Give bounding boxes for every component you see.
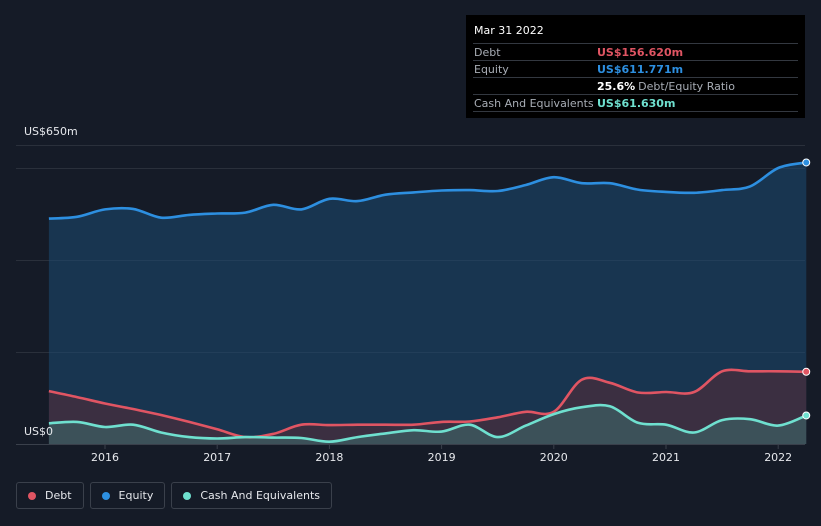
series-lines [48,161,807,444]
series-endpoints [802,158,811,420]
legend-debt-label: Debt [45,489,72,502]
tooltip-debt-row: Debt US$156.620m [473,43,798,60]
legend-item-equity[interactable]: Equity [89,482,166,509]
x-tick-label: 2018 [315,451,343,464]
equity-endpoint [802,158,811,167]
x-tick-label: 2016 [91,451,119,464]
equity-line [48,161,807,220]
legend-cash-label: Cash And Equivalents [200,489,320,502]
legend-item-cash[interactable]: Cash And Equivalents [171,482,332,509]
tooltip-debt-label: Debt [474,45,501,59]
cash-line [48,403,807,444]
tooltip-debt-value: US$156.620m [597,45,684,59]
x-tick-label: 2020 [540,451,568,464]
debt-dot-icon [28,491,36,500]
x-axis-ticks: 2016 2017 2018 2019 2020 2021 2022 [91,444,792,464]
y-axis-top-label: US$650m [24,125,78,138]
debt-line [48,368,807,439]
cash-area [48,405,807,444]
debt-area [48,369,807,444]
cash-dot-icon [183,491,192,500]
tooltip-cash-label: Cash And Equivalents [474,96,594,110]
tooltip-cash-value: US$61.630m [597,96,676,110]
legend-item-debt[interactable]: Debt [16,482,84,509]
equity-area [48,162,807,444]
legend: Debt Equity Cash And Equivalents [16,482,332,509]
tooltip-ratio-value: 25.6% [597,79,636,93]
tooltip-panel: Mar 31 2022 Debt US$156.620m Equity US$6… [466,15,805,118]
tooltip-ratio-row: 25.6% Debt/Equity Ratio [473,77,798,94]
y-axis-zero-label: US$0 [24,425,53,438]
tooltip-ratio-label: Debt/Equity Ratio [638,79,735,93]
equity-dot-icon [101,491,110,500]
tooltip-cash-row: Cash And Equivalents US$61.630m [473,94,798,112]
tooltip-equity-label: Equity [474,62,509,76]
series-areas [48,162,807,444]
x-tick-label: 2017 [203,451,231,464]
debt-endpoint [802,367,811,376]
tooltip-equity-row: Equity US$611.771m [473,60,798,77]
x-tick-label: 2021 [652,451,680,464]
x-tick-label: 2019 [428,451,456,464]
tooltip-equity-value: US$611.771m [597,62,684,76]
legend-equity-label: Equity [118,489,154,502]
tooltip-date: Mar 31 2022 [474,24,544,37]
cash-endpoint [802,411,811,420]
x-tick-label: 2022 [764,451,792,464]
